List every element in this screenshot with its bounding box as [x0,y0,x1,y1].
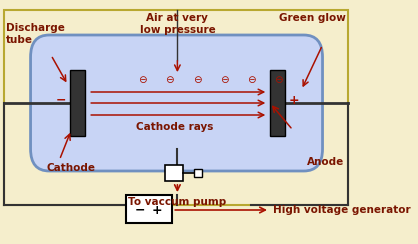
Text: ⊖: ⊖ [274,75,283,85]
Text: tube: tube [6,35,33,45]
Text: −: − [56,93,66,106]
Text: Cathode: Cathode [47,163,96,173]
Text: +: + [288,93,299,106]
FancyBboxPatch shape [31,35,323,171]
Bar [70,70,85,136]
Text: ⊖: ⊖ [138,75,147,85]
Text: ⊖: ⊖ [166,75,174,85]
Bar [4,10,348,205]
Bar [165,165,184,181]
Text: Green glow: Green glow [279,13,346,23]
Text: Anode: Anode [307,157,344,167]
Text: ⊖: ⊖ [220,75,229,85]
Text: Air at very: Air at very [146,13,208,23]
Text: low pressure: low pressure [140,25,215,35]
Text: +: + [152,203,162,216]
Text: ⊖: ⊖ [193,75,201,85]
Text: ⊖: ⊖ [247,75,255,85]
Bar [270,70,285,136]
Text: Discharge: Discharge [6,23,65,33]
Text: −: − [135,203,145,216]
Text: High voltage generator: High voltage generator [273,205,411,215]
Text: To vaccum pump: To vaccum pump [128,197,227,207]
Bar [126,195,172,223]
Bar [194,169,202,177]
Text: Cathode rays: Cathode rays [136,122,213,132]
